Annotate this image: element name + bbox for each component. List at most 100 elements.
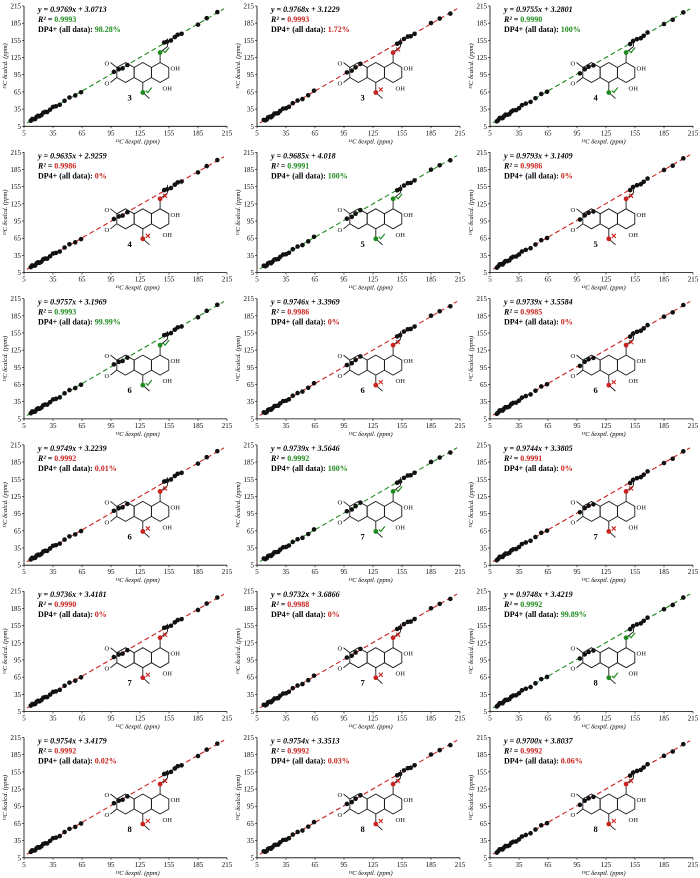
x-axis-label: ¹³C δexptl. (ppm) — [581, 577, 625, 584]
y-tick-label: 215 — [11, 588, 22, 596]
x-tick-label: 215 — [455, 129, 466, 137]
data-point — [311, 234, 317, 240]
data-point — [428, 752, 434, 757]
y-tick-label: 95 — [480, 803, 488, 811]
data-point — [349, 799, 355, 805]
o-label: O — [105, 519, 110, 526]
y-tick-label: 35 — [14, 545, 22, 553]
data-point — [78, 528, 84, 534]
data-point — [437, 16, 443, 21]
data-point — [544, 528, 550, 533]
cross-icon — [611, 379, 617, 385]
x-tick-label: 185 — [193, 861, 204, 869]
x-tick-label: 215 — [688, 276, 699, 284]
x-tick-label: 95 — [108, 422, 116, 430]
data-point — [645, 322, 650, 328]
y-axis-label: ¹³C δcalcd. (ppm) — [468, 43, 475, 89]
data-point — [634, 768, 640, 774]
y-tick-label: 95 — [14, 218, 22, 226]
compound-number: 7 — [128, 678, 133, 688]
data-point — [533, 388, 538, 393]
x-tick-label: 155 — [164, 861, 175, 869]
x-axis-label: ¹³C δexptl. (ppm) — [348, 577, 392, 584]
compound-number: 7 — [594, 531, 599, 541]
data-point — [538, 530, 544, 536]
data-point — [681, 302, 686, 308]
x-tick-label: 185 — [193, 276, 204, 284]
oh-label: OH — [404, 358, 414, 365]
y-tick-label: 5 — [484, 562, 488, 570]
data-point — [645, 30, 650, 35]
regression-equation: y = 0.9736x + 3.4181 — [37, 590, 107, 599]
y-tick-label: 65 — [14, 381, 22, 389]
regression-equation: y = 0.9793x + 3.1409 — [503, 151, 573, 160]
x-tick-label: 5 — [22, 715, 26, 723]
x-tick-label: 215 — [688, 715, 699, 723]
data-point — [641, 765, 646, 770]
x-tick-label: 215 — [455, 422, 466, 430]
data-point — [661, 314, 667, 319]
dp4-probability: DP4+ (all data): 0.03% — [271, 757, 350, 766]
oh-label: OH — [163, 86, 173, 93]
data-point — [179, 470, 184, 476]
data-point — [538, 237, 544, 243]
y-tick-label: 125 — [244, 493, 255, 501]
x-tick-label: 5 — [255, 568, 259, 576]
o-label: O — [105, 61, 110, 68]
data-point — [586, 210, 591, 216]
x-axis-label: ¹³C δexptl. (ppm) — [348, 724, 392, 731]
data-point — [57, 833, 63, 839]
x-tick-label: 5 — [488, 715, 492, 723]
data-point — [681, 449, 686, 454]
y-tick-label: 65 — [14, 527, 22, 535]
x-axis-label: ¹³C δexptl. (ppm) — [115, 870, 159, 877]
oh-label: OH — [171, 651, 181, 658]
regression-equation: y = 0.9744x + 3.3805 — [503, 444, 573, 453]
y-tick-label: 215 — [11, 734, 22, 742]
data-point — [523, 393, 529, 399]
data-point — [401, 475, 407, 481]
data-point — [344, 362, 350, 368]
data-point — [428, 20, 434, 26]
compound-number: 3 — [128, 93, 132, 103]
data-point — [353, 503, 358, 509]
y-axis-label: ¹³C δcalcd. (ppm) — [235, 43, 242, 89]
data-point — [175, 763, 180, 769]
data-point — [538, 91, 544, 97]
chart-panel: 5 35 65 95 125 155 185 215 5 35 65 95 125 155 185 215 ¹³… — [235, 441, 466, 584]
data-point — [204, 454, 209, 460]
stereocenter-dot — [373, 529, 379, 534]
compound-number: 5 — [594, 239, 598, 249]
cross-icon — [378, 379, 384, 385]
y-tick-label: 125 — [477, 200, 488, 208]
data-point — [544, 674, 550, 680]
y-tick-label: 95 — [247, 803, 255, 811]
data-point — [111, 216, 117, 222]
data-point — [290, 393, 296, 399]
y-axis-label: ¹³C δcalcd. (ppm) — [468, 775, 475, 821]
x-tick-label: 5 — [488, 568, 492, 576]
y-tick-label: 185 — [477, 20, 488, 28]
r-squared: R² = 0.9988 — [270, 600, 309, 609]
data-point — [634, 329, 640, 335]
o-label: O — [338, 61, 343, 68]
o-label: O — [338, 519, 343, 526]
x-tick-label: 95 — [108, 568, 116, 576]
cross-icon — [395, 778, 401, 784]
regression-equation: y = 0.9754x + 3.3513 — [270, 737, 340, 746]
data-point — [311, 819, 317, 825]
cross-icon — [145, 526, 151, 531]
chart-panel: 5 35 65 95 125 155 185 215 5 35 65 95 125 155 185 215 ¹³… — [235, 734, 466, 877]
x-tick-label: 215 — [688, 129, 699, 137]
y-tick-label: 215 — [11, 295, 22, 303]
data-point — [305, 531, 311, 537]
stereocenter-dot — [157, 342, 163, 348]
data-point — [627, 334, 633, 339]
y-tick-label: 215 — [477, 3, 488, 11]
x-tick-label: 155 — [397, 276, 408, 284]
stereocenter-dot — [623, 781, 629, 787]
data-point — [353, 650, 358, 655]
y-tick-label: 65 — [480, 88, 488, 96]
data-point — [528, 245, 533, 251]
cross-icon — [145, 233, 151, 239]
